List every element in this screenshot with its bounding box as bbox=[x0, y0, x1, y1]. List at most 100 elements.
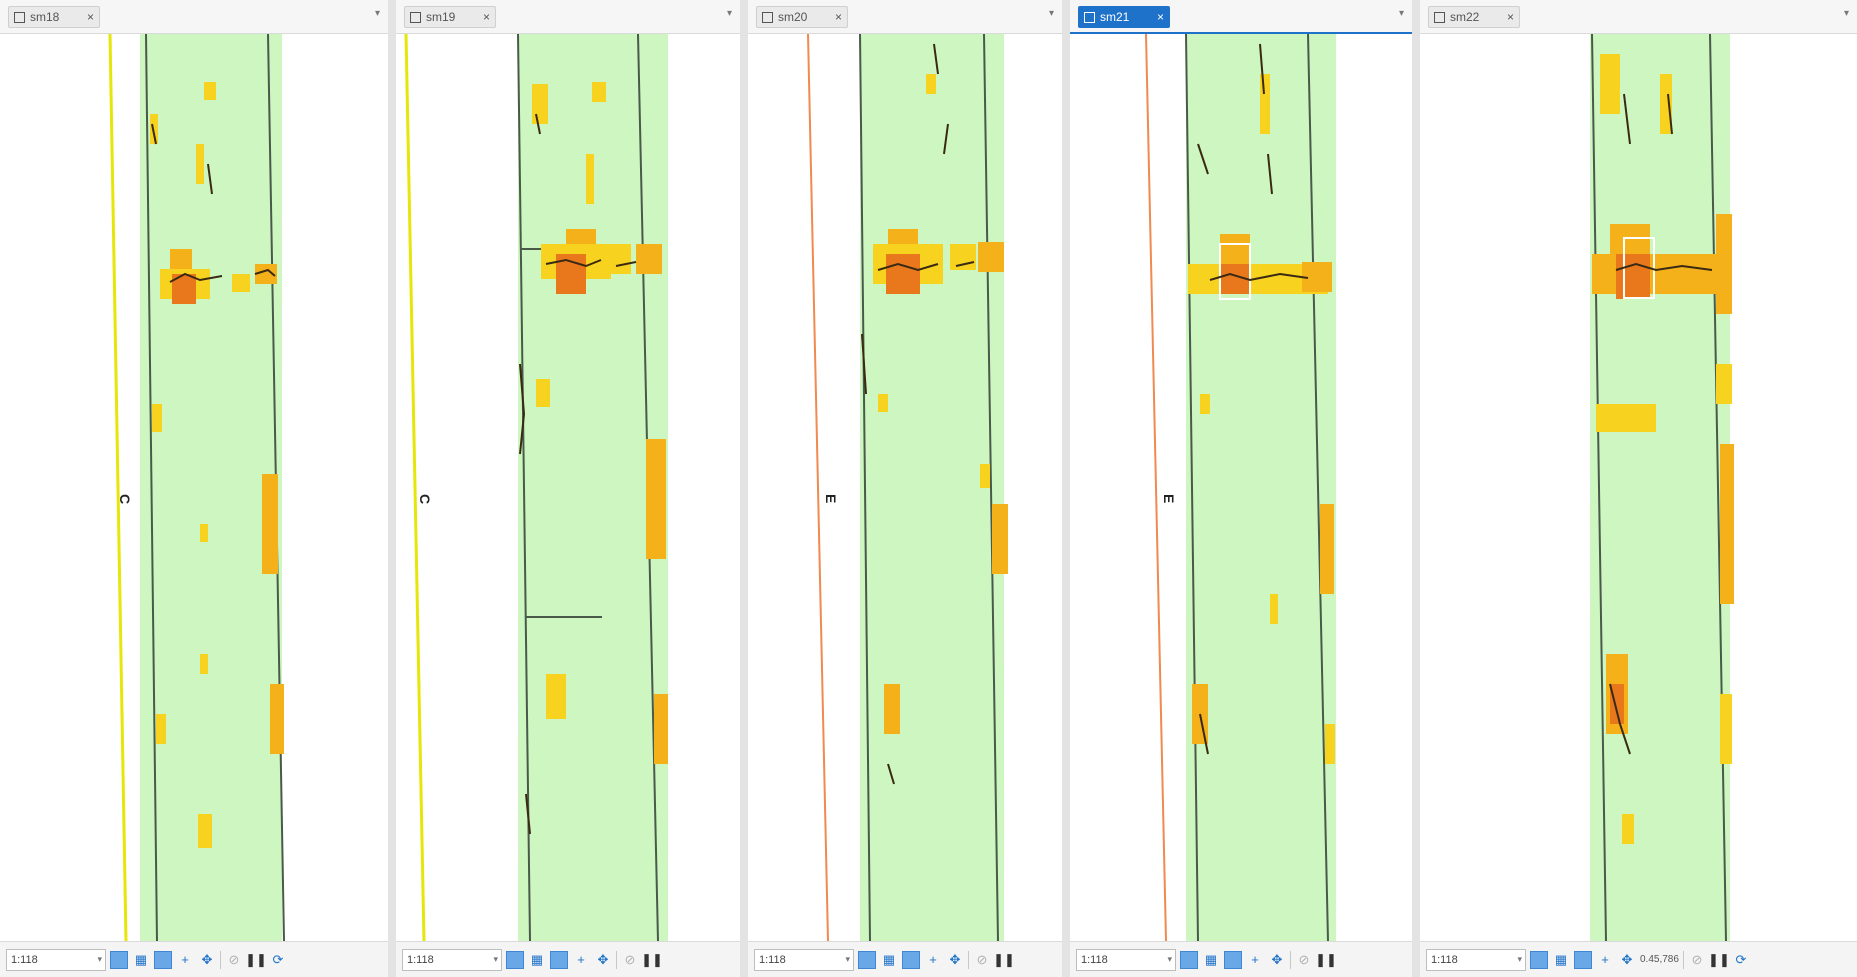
chevron-down-icon: ▾ bbox=[493, 953, 498, 964]
pause-icon[interactable]: ❚❚ bbox=[993, 951, 1015, 967]
tab-sm21[interactable]: sm21 × bbox=[1078, 6, 1170, 28]
heat-cells bbox=[150, 82, 284, 848]
chevron-down-icon[interactable]: ▾ bbox=[726, 8, 732, 19]
layers-icon[interactable] bbox=[902, 950, 920, 969]
pan-icon[interactable]: ✥ bbox=[949, 951, 961, 967]
pane-divider[interactable] bbox=[388, 0, 396, 977]
chevron-down-icon: ▾ bbox=[845, 953, 850, 964]
tab-label: sm22 bbox=[1450, 10, 1480, 24]
map-pane-4: sm21 × ▾ bbox=[1070, 0, 1412, 977]
refresh-icon[interactable]: ⟳ bbox=[272, 951, 284, 967]
close-icon[interactable]: × bbox=[1506, 10, 1514, 24]
tab-sm22[interactable]: sm22 × bbox=[1428, 6, 1520, 28]
scale-value: 1:118 bbox=[1081, 953, 1108, 966]
selection-box[interactable] bbox=[1219, 243, 1251, 300]
chevron-down-icon[interactable]: ▾ bbox=[1398, 8, 1404, 19]
pan-icon[interactable]: ✥ bbox=[201, 951, 213, 967]
pane-divider[interactable] bbox=[1412, 0, 1420, 977]
pause-icon[interactable]: ❚❚ bbox=[1708, 951, 1730, 967]
lane-line-left bbox=[1185, 34, 1199, 941]
road-surface bbox=[140, 34, 282, 941]
refresh-icon[interactable]: ⟳ bbox=[1735, 951, 1747, 967]
scale-select[interactable]: 1:118 ▾ bbox=[754, 948, 854, 971]
measure-icon[interactable]: ⊘ bbox=[1298, 951, 1310, 967]
pane-divider[interactable] bbox=[740, 0, 748, 977]
crosshair-icon[interactable]: + bbox=[181, 952, 189, 967]
close-icon[interactable]: × bbox=[1156, 10, 1164, 24]
close-icon[interactable]: × bbox=[86, 10, 94, 24]
map-layer-icon bbox=[1084, 11, 1095, 23]
pause-icon[interactable]: ❚❚ bbox=[245, 951, 267, 967]
tab-sm19[interactable]: sm19 × bbox=[404, 6, 496, 28]
scale-select[interactable]: 1:118 ▾ bbox=[1076, 948, 1176, 971]
measure-icon[interactable]: ⊘ bbox=[976, 951, 988, 967]
chevron-down-icon[interactable]: ▾ bbox=[374, 8, 380, 19]
select-icon[interactable] bbox=[506, 950, 524, 969]
grid-icon[interactable]: ▦ bbox=[134, 951, 148, 967]
map-view[interactable] bbox=[1420, 34, 1857, 941]
layers-icon[interactable] bbox=[1574, 950, 1592, 969]
measure-icon[interactable]: ⊘ bbox=[624, 951, 636, 967]
pane-tab-bar: sm22 × ▾ bbox=[1420, 0, 1857, 34]
select-icon[interactable] bbox=[110, 950, 128, 969]
lane-line-right bbox=[1307, 34, 1329, 941]
scale-value: 1:118 bbox=[11, 953, 38, 966]
select-icon[interactable] bbox=[1530, 950, 1548, 969]
pause-icon[interactable]: ❚❚ bbox=[1315, 951, 1337, 967]
scale-value: 1:118 bbox=[1431, 953, 1458, 966]
pause-icon[interactable]: ❚❚ bbox=[641, 951, 663, 967]
pan-icon[interactable]: ✥ bbox=[597, 951, 609, 967]
status-bar: 1:118 ▾ ▦ + ✥ 0.45,786 ⊘ ❚❚ ⟳ bbox=[1420, 941, 1857, 977]
status-bar: 1:118 ▾ ▦ + ✥ ⊘ ❚❚ bbox=[1070, 941, 1412, 977]
map-view[interactable]: E bbox=[748, 34, 1062, 941]
scale-select[interactable]: 1:118 ▾ bbox=[402, 948, 502, 971]
chevron-down-icon[interactable]: ▾ bbox=[1048, 8, 1054, 19]
map-pane-5: sm22 × ▾ bbox=[1420, 0, 1857, 977]
status-bar: 1:118 ▾ ▦ + ✥ ⊘ ❚❚ ⟳ bbox=[0, 941, 388, 977]
select-icon[interactable] bbox=[1180, 950, 1198, 969]
map-view[interactable]: C bbox=[396, 34, 740, 941]
separator bbox=[968, 950, 969, 969]
close-icon[interactable]: × bbox=[482, 10, 490, 24]
lane-line-left bbox=[1591, 34, 1607, 941]
crack-heatmap-canvas bbox=[1590, 34, 1734, 941]
grid-icon[interactable]: ▦ bbox=[1204, 951, 1218, 967]
crosshair-icon[interactable]: + bbox=[929, 952, 937, 967]
map-view[interactable]: E bbox=[1070, 34, 1412, 941]
layers-icon[interactable] bbox=[154, 950, 172, 969]
pane-tab-bar: sm21 × ▾ bbox=[1070, 0, 1412, 34]
crosshair-icon[interactable]: + bbox=[577, 952, 585, 967]
crosshair-icon[interactable]: + bbox=[1601, 952, 1609, 967]
map-layer-icon bbox=[762, 11, 773, 23]
grid-icon[interactable]: ▦ bbox=[1554, 951, 1568, 967]
measure-icon[interactable]: ⊘ bbox=[228, 951, 240, 967]
status-bar: 1:118 ▾ ▦ + ✥ ⊘ ❚❚ bbox=[748, 941, 1062, 977]
pan-icon[interactable]: ✥ bbox=[1621, 951, 1633, 967]
side-label: E bbox=[823, 494, 839, 503]
tab-sm18[interactable]: sm18 × bbox=[8, 6, 100, 28]
map-view[interactable]: C bbox=[0, 34, 388, 941]
layers-icon[interactable] bbox=[1224, 950, 1242, 969]
road-surface bbox=[1186, 34, 1336, 941]
crack-lines bbox=[861, 43, 975, 785]
pane-divider[interactable] bbox=[1062, 0, 1070, 977]
close-icon[interactable]: × bbox=[834, 10, 842, 24]
grid-icon[interactable]: ▦ bbox=[530, 951, 544, 967]
scale-select[interactable]: 1:118 ▾ bbox=[6, 948, 106, 971]
pan-icon[interactable]: ✥ bbox=[1271, 951, 1283, 967]
edge-line bbox=[108, 34, 128, 941]
scale-select[interactable]: 1:118 ▾ bbox=[1426, 948, 1526, 971]
crosshair-icon[interactable]: + bbox=[1251, 952, 1259, 967]
heat-cells bbox=[1592, 54, 1734, 844]
measure-icon[interactable]: ⊘ bbox=[1691, 951, 1703, 967]
tab-sm20[interactable]: sm20 × bbox=[756, 6, 848, 28]
grid-icon[interactable]: ▦ bbox=[882, 951, 896, 967]
select-icon[interactable] bbox=[858, 950, 876, 969]
pane-tab-bar: sm20 × ▾ bbox=[748, 0, 1062, 34]
separator bbox=[220, 950, 221, 969]
map-layer-icon bbox=[14, 11, 25, 23]
tab-label: sm19 bbox=[426, 10, 456, 24]
heat-cells bbox=[532, 82, 668, 764]
layers-icon[interactable] bbox=[550, 950, 568, 969]
chevron-down-icon[interactable]: ▾ bbox=[1843, 8, 1849, 19]
